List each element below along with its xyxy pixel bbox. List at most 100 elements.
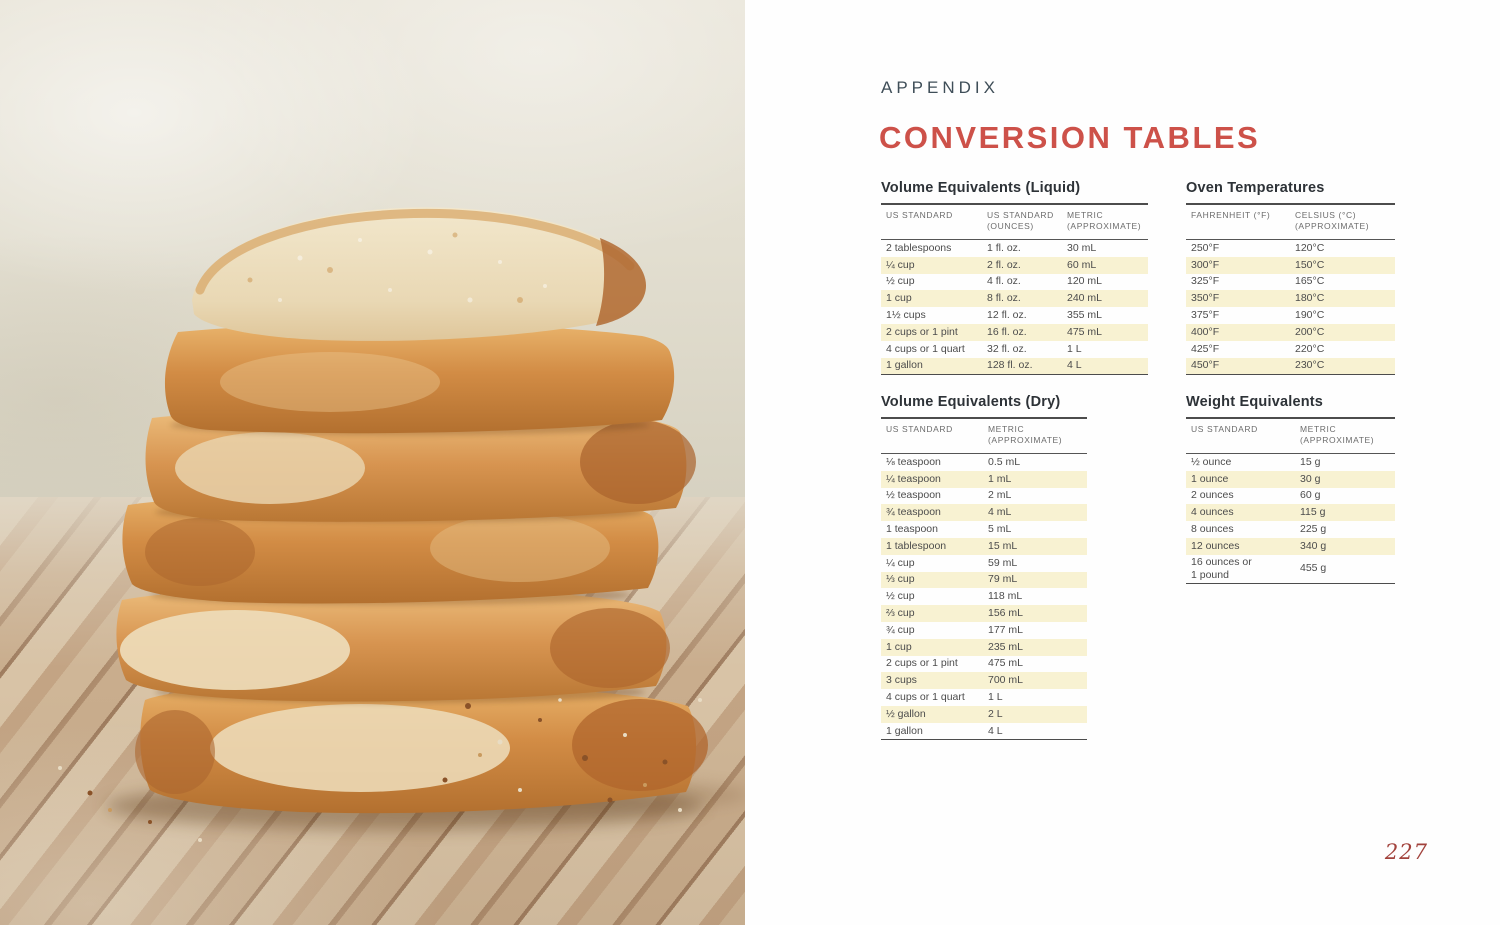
table-cell: 1 fl. oz. <box>987 241 1021 254</box>
table-row: 1½ cups 12 fl. oz. 355 mL <box>881 307 1148 324</box>
table-cell: 15 g <box>1300 455 1321 468</box>
table-cell: 220°C <box>1295 342 1325 355</box>
table-cell: 165°C <box>1295 275 1325 288</box>
table-cell: 79 mL <box>988 573 1018 586</box>
table-cell: ½ teaspoon <box>886 489 941 502</box>
column-header: US STANDARD <box>1191 424 1258 434</box>
column-header: METRIC (APPROXIMATE) <box>988 424 1063 446</box>
column-header: US STANDARD <box>886 424 953 434</box>
table-weight-equivalents: Weight Equivalents US STANDARD METRIC (AP… <box>1186 394 1395 584</box>
table-cell: 30 g <box>1300 472 1321 485</box>
table-cell: 2 mL <box>988 489 1012 502</box>
table-cell: 115 g <box>1300 506 1326 519</box>
table-cell: 59 mL <box>988 556 1018 569</box>
table-row: 1 cup 8 fl. oz. 240 mL <box>881 290 1148 308</box>
table-row: ¼ cup 59 mL <box>881 555 1087 572</box>
table-cell: 475 mL <box>988 657 1024 670</box>
table-cell: 32 fl. oz. <box>987 342 1027 355</box>
table-body: ½ ounce 15 g 1 ounce 30 g 2 ounces 60 g 4 ounc… <box>1186 454 1395 584</box>
table-cell: 3 cups <box>886 674 917 687</box>
table-row: ¾ teaspoon 4 mL <box>881 504 1087 522</box>
table-cell: 355 mL <box>1067 308 1103 321</box>
table-cell: 1 ounce <box>1191 472 1229 485</box>
table-cell: ¼ cup <box>886 556 915 569</box>
table-title: Volume Equivalents (Dry) <box>881 394 1061 410</box>
table-row: 4 ounces 115 g <box>1186 504 1395 522</box>
table-cell: 120°C <box>1295 241 1325 254</box>
table-cell: 5 mL <box>988 522 1012 535</box>
table-row: 1 cup 235 mL <box>881 638 1087 656</box>
table-cell: 150°C <box>1295 258 1325 271</box>
table-cell: 1 tablespoon <box>886 539 947 552</box>
table-row: ⅓ cup 79 mL <box>881 571 1087 589</box>
table-cell: 300°F <box>1191 258 1220 271</box>
table-cell: ¼ teaspoon <box>886 472 941 485</box>
bread-stack-illustration <box>58 207 745 842</box>
table-title: Weight Equivalents <box>1186 394 1324 410</box>
column-header: FAHRENHEIT (°F) <box>1191 210 1271 220</box>
table-cell: 235 mL <box>988 640 1024 653</box>
table-cell: 0.5 mL <box>988 455 1021 468</box>
appendix-label: APPENDIX <box>881 78 999 97</box>
table-row: 4 cups or 1 quart 32 fl. oz. 1 L <box>881 341 1148 358</box>
table-row: 12 ounces 340 g <box>1186 537 1395 555</box>
table-header-row: US STANDARD METRIC (APPROXIMATE) <box>881 417 1087 454</box>
table-row: ¼ cup 2 fl. oz. 60 mL <box>881 256 1148 274</box>
table-row: 1 tablespoon 15 mL <box>881 537 1087 555</box>
table-row: 1 gallon 128 fl. oz. 4 L <box>881 357 1148 375</box>
table-row: ¾ cup 177 mL <box>881 622 1087 639</box>
table-row: ¼ teaspoon 1 mL <box>881 470 1087 488</box>
table-cell: 4 mL <box>988 506 1012 519</box>
table-cell: ⅔ cup <box>886 606 915 619</box>
table-row: 325°F 165°C <box>1186 274 1395 291</box>
table-cell: 200°C <box>1295 325 1325 338</box>
table-cell: ½ cup <box>886 275 915 288</box>
table-title: Volume Equivalents (Liquid) <box>881 180 1081 196</box>
table-body: 2 tablespoons 1 fl. oz. 30 mL ¼ cup 2 fl. oz… <box>881 240 1148 376</box>
column-header: US STANDARD (OUNCES) <box>987 210 1054 232</box>
table-volume-liquid: Volume Equivalents (Liquid) US STANDARD U… <box>881 180 1148 376</box>
table-row: 1 ounce 30 g <box>1186 470 1395 488</box>
table-row: 4 cups or 1 quart 1 L <box>881 689 1087 706</box>
table-cell: 225 g <box>1300 522 1327 535</box>
table-row: 1 gallon 4 L <box>881 723 1087 740</box>
table-cell: 375°F <box>1191 308 1220 321</box>
column-header: METRIC (APPROXIMATE) <box>1067 210 1142 232</box>
bread-photo <box>0 0 745 925</box>
table-header-row: FAHRENHEIT (°F) CELSIUS (°C) (APPROXIMATE… <box>1186 203 1395 240</box>
table-cell: 250°F <box>1191 241 1220 254</box>
table-header-row: US STANDARD METRIC (APPROXIMATE) <box>1186 417 1395 454</box>
table-cell: 128 fl. oz. <box>987 359 1033 372</box>
table-cell: 16 ounces or 1 pound <box>1191 555 1252 581</box>
table-cell: 2 cups or 1 pint <box>886 325 958 338</box>
table-cell: 2 cups or 1 pint <box>886 657 958 670</box>
column-header: CELSIUS (°C) (APPROXIMATE) <box>1295 210 1370 232</box>
table-header-row: US STANDARD US STANDARD (OUNCES) METRIC (A… <box>881 203 1148 240</box>
table-cell: 8 ounces <box>1191 522 1234 535</box>
table-cell: 4 fl. oz. <box>987 275 1021 288</box>
table-cell: 455 g <box>1300 562 1327 575</box>
table-cell: 8 fl. oz. <box>987 292 1021 305</box>
table-row: 2 cups or 1 pint 16 fl. oz. 475 mL <box>881 323 1148 341</box>
table-cell: 60 g <box>1300 489 1321 502</box>
table-row: 3 cups 700 mL <box>881 672 1087 690</box>
table-cell: 1 L <box>988 690 1003 703</box>
table-cell: 4 L <box>1067 359 1082 372</box>
book-page: APPENDIX CONVERSION TABLES Volume Equiva… <box>745 0 1500 925</box>
table-cell: 12 ounces <box>1191 539 1240 552</box>
table-cell: 400°F <box>1191 325 1220 338</box>
table-cell: ¾ cup <box>886 623 915 636</box>
table-cell: 4 cups or 1 quart <box>886 342 965 355</box>
table-row: ½ cup 4 fl. oz. 120 mL <box>881 274 1148 291</box>
page-title: CONVERSION TABLES <box>879 119 1261 155</box>
table-cell: 30 mL <box>1067 241 1097 254</box>
table-cell: ⅓ cup <box>886 573 915 586</box>
column-header: METRIC (APPROXIMATE) <box>1300 424 1375 446</box>
table-row: 350°F 180°C <box>1186 290 1395 308</box>
table-row: ½ cup 118 mL <box>881 588 1087 605</box>
table-cell: 700 mL <box>988 674 1024 687</box>
table-cell: ½ cup <box>886 590 915 603</box>
table-cell: 240 mL <box>1067 292 1103 305</box>
table-cell: 1 mL <box>988 472 1012 485</box>
table-cell: 4 cups or 1 quart <box>886 690 965 703</box>
